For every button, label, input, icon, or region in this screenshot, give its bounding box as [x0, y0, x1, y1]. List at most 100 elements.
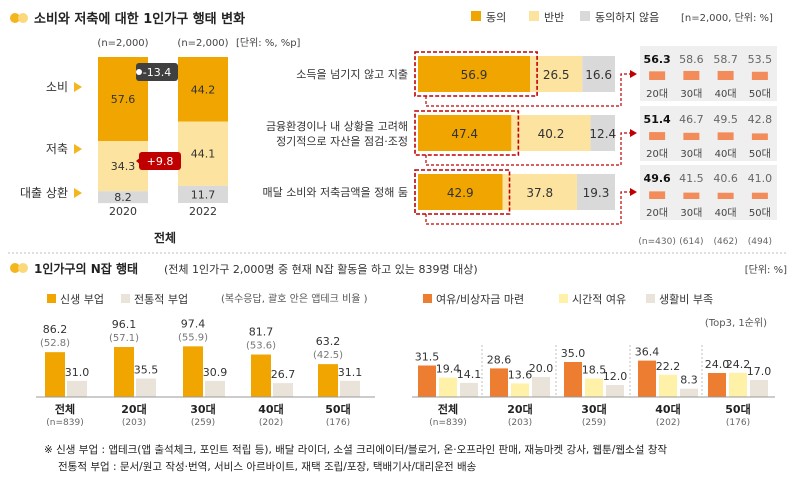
group-n: (176)	[726, 418, 750, 428]
legend-label: 시간적 여유	[572, 293, 626, 306]
stack-bar-2	[178, 185, 228, 203]
group-n: (n=839)	[46, 418, 83, 428]
age-value: 58.7	[713, 53, 738, 66]
age-bar	[649, 191, 666, 199]
stack-bar-0	[178, 57, 228, 122]
group-label: 30대	[581, 402, 606, 416]
age-bar	[717, 132, 734, 140]
group-label: 20대	[507, 402, 532, 416]
group-n: (n=839)	[429, 418, 466, 428]
age-label: 50대	[749, 88, 771, 100]
stack-value: 8.2	[114, 191, 132, 204]
hbar-2	[576, 174, 615, 210]
age-label: 30대	[680, 88, 702, 100]
bottom-subtitle: (전체 1인가구 2,000명 중 현재 N잡 활동을 하고 있는 839명 대…	[164, 262, 478, 276]
hbar-0	[418, 174, 503, 210]
age-n: (614)	[679, 237, 703, 247]
hbar-value: 47.4	[451, 127, 478, 141]
group-label: 50대	[325, 402, 350, 416]
title-dot-icon	[10, 263, 20, 273]
group-label: 40대	[655, 402, 680, 416]
age-value: 56.3	[644, 53, 671, 66]
footnote: 전통적 부업 : 문서/원고 작성·번역, 서비스 아르바이트, 재택 조립/포…	[58, 460, 477, 473]
hbar-2	[590, 115, 615, 151]
age-bar	[717, 70, 734, 80]
job-value: 31.1	[338, 366, 363, 379]
age-label: 50대	[749, 207, 771, 219]
legend-swatch	[121, 294, 130, 303]
group-label: 30대	[190, 402, 215, 416]
age-bar	[717, 192, 734, 199]
hbar-label: 정기적으로 자산을 점검·조정	[276, 135, 408, 148]
stack-value: 11.7	[191, 188, 216, 201]
reason-bar-0	[708, 373, 726, 397]
arrow-dot-icon	[136, 69, 142, 75]
job-value: 31.0	[65, 366, 90, 379]
age-label: 50대	[749, 148, 771, 160]
age-value: 58.6	[679, 53, 704, 66]
title-dot-icon	[18, 263, 28, 273]
group-n: (202)	[259, 418, 283, 428]
job-value: 63.2	[316, 335, 341, 348]
job-bar-traditional	[273, 383, 293, 397]
change-value: +9.8	[147, 155, 174, 168]
reason-value: 19.4	[436, 363, 461, 376]
reason-value: 13.6	[508, 368, 533, 381]
highlight-box	[414, 110, 520, 156]
age-label: 40대	[715, 207, 737, 219]
reason-value: 14.1	[457, 368, 482, 381]
legend-label: 동의	[486, 11, 506, 24]
bottom-unit: [단위: %]	[745, 263, 787, 276]
group-label: 20대	[121, 402, 146, 416]
hbar-value: 12.4	[589, 127, 616, 141]
age-n: (462)	[714, 237, 738, 247]
group-n: (176)	[326, 418, 350, 428]
reason-bar-2	[460, 382, 478, 397]
title-dot-icon	[10, 13, 20, 23]
apptech-value: (53.6)	[246, 341, 276, 352]
legend-label: 동의하지 않음	[595, 10, 659, 24]
group-label: 50대	[725, 402, 750, 416]
reason-bar-1	[585, 378, 603, 397]
job-value: 96.1	[112, 318, 137, 331]
age-bar	[649, 132, 666, 140]
legend-swatch	[529, 11, 539, 21]
reason-bar-1	[729, 372, 747, 397]
age-n: (494)	[748, 237, 772, 247]
reason-value: 18.5	[582, 364, 607, 377]
arrow-icon	[630, 188, 637, 196]
legend-note: (Top3, 1순위)	[705, 316, 767, 329]
age-bar	[751, 133, 768, 140]
job-value: 26.7	[271, 368, 296, 381]
legend-swatch	[580, 11, 590, 21]
legend-label: 여유/비상자금 마련	[436, 293, 524, 306]
age-label: 20대	[646, 207, 668, 219]
job-value: 35.5	[134, 364, 159, 377]
stack-value: 44.2	[191, 83, 216, 96]
apptech-value: (57.1)	[109, 333, 139, 344]
connector-path	[425, 191, 631, 225]
apptech-value: (42.5)	[313, 350, 343, 361]
row-label: 저축	[46, 142, 68, 156]
reason-bar-0	[638, 360, 656, 397]
group-label: 40대	[258, 402, 283, 416]
hbar-value: 19.3	[583, 186, 610, 200]
reason-bar-1	[439, 377, 457, 397]
age-value: 46.7	[679, 113, 704, 126]
hbar-label: 금융환경이나 내 상황을 고려해	[266, 119, 408, 133]
hbar-value: 37.8	[526, 186, 553, 200]
job-bar-new	[183, 346, 203, 397]
stack-value: 57.6	[111, 93, 136, 106]
reason-value: 12.0	[603, 370, 628, 383]
reason-value: 17.0	[747, 365, 772, 378]
stack-value: 34.3	[111, 160, 136, 173]
age-value: 42.8	[748, 113, 773, 126]
job-bar-traditional	[136, 378, 156, 397]
stack-value: 44.1	[191, 148, 216, 161]
job-value: 97.4	[181, 317, 206, 330]
apptech-value: (55.9)	[178, 332, 208, 343]
connector-path	[425, 132, 631, 166]
age-bar	[683, 132, 700, 140]
arrow-icon	[136, 156, 142, 166]
